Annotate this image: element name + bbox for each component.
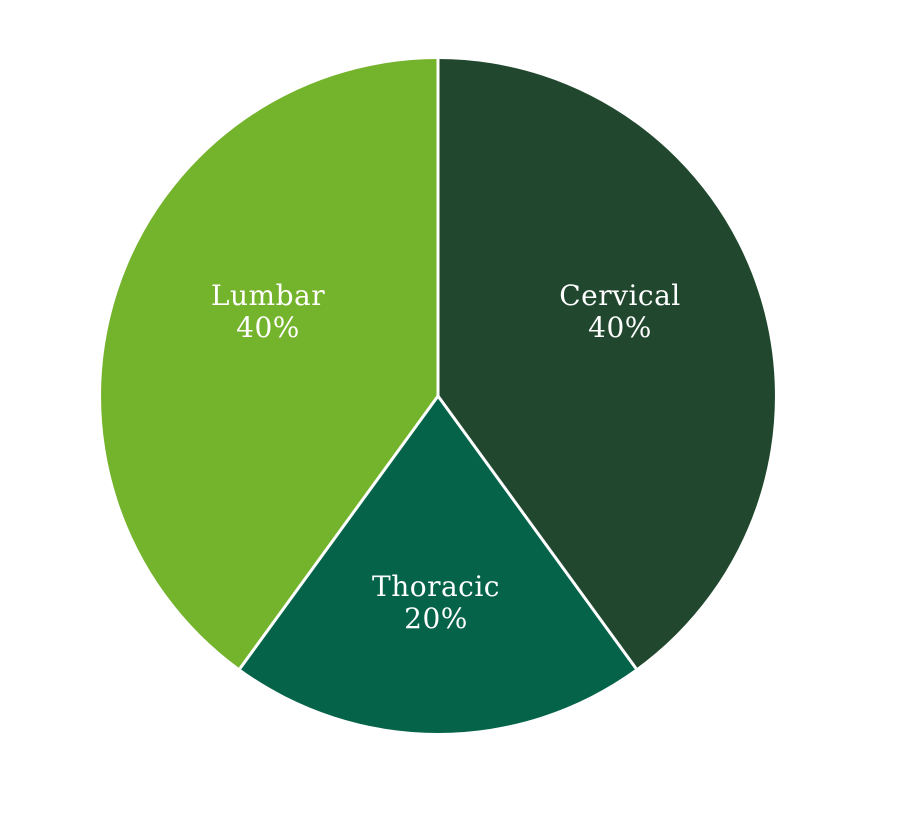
separator-cervical-thoracic <box>436 395 638 670</box>
pie-slice-cervical <box>438 59 775 669</box>
cervical-label: Cervical <box>559 279 680 312</box>
separator-thoracic-lumbar <box>238 395 440 670</box>
lumbar-label: Lumbar <box>211 279 325 312</box>
thoracic-label: Thoracic <box>372 570 500 603</box>
pie-slice-lumbar <box>101 59 438 669</box>
cervical-value: 40% <box>588 311 652 344</box>
pie-slice-thoracic <box>239 396 637 733</box>
thoracic-value: 20% <box>404 602 468 635</box>
slice-separators <box>238 59 638 670</box>
lumbar-value: 40% <box>236 311 300 344</box>
